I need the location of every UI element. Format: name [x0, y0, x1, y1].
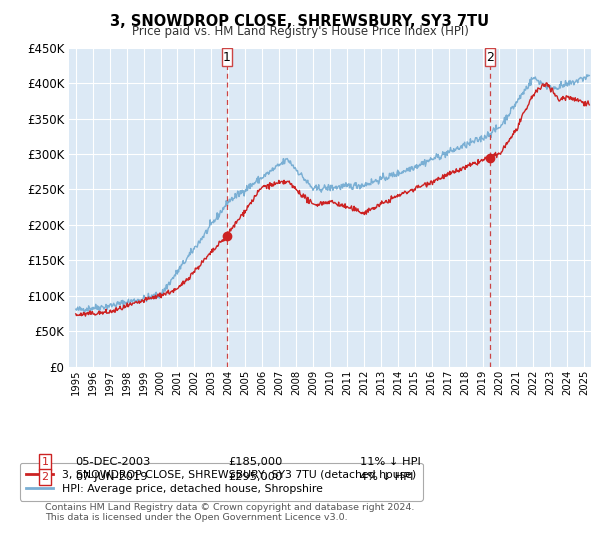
Text: 1: 1 — [223, 51, 231, 64]
Bar — [222, 49, 232, 66]
Legend: 3, SNOWDROP CLOSE, SHREWSBURY, SY3 7TU (detached house), HPI: Average price, det: 3, SNOWDROP CLOSE, SHREWSBURY, SY3 7TU (… — [20, 463, 422, 501]
Text: 05-DEC-2003: 05-DEC-2003 — [75, 457, 151, 467]
Text: 2: 2 — [486, 51, 494, 64]
Text: 2: 2 — [41, 472, 49, 482]
Text: £295,000: £295,000 — [228, 472, 282, 482]
Text: Contains HM Land Registry data © Crown copyright and database right 2024.: Contains HM Land Registry data © Crown c… — [45, 503, 415, 512]
Text: 07-JUN-2019: 07-JUN-2019 — [75, 472, 148, 482]
Text: £185,000: £185,000 — [228, 457, 283, 467]
Text: 3, SNOWDROP CLOSE, SHREWSBURY, SY3 7TU: 3, SNOWDROP CLOSE, SHREWSBURY, SY3 7TU — [110, 14, 490, 29]
Text: Price paid vs. HM Land Registry's House Price Index (HPI): Price paid vs. HM Land Registry's House … — [131, 25, 469, 38]
Text: This data is licensed under the Open Government Licence v3.0.: This data is licensed under the Open Gov… — [45, 513, 347, 522]
Text: 4% ↓ HPI: 4% ↓ HPI — [360, 472, 413, 482]
Text: 1: 1 — [41, 457, 49, 467]
Text: 11% ↓ HPI: 11% ↓ HPI — [360, 457, 421, 467]
Bar — [485, 49, 494, 66]
